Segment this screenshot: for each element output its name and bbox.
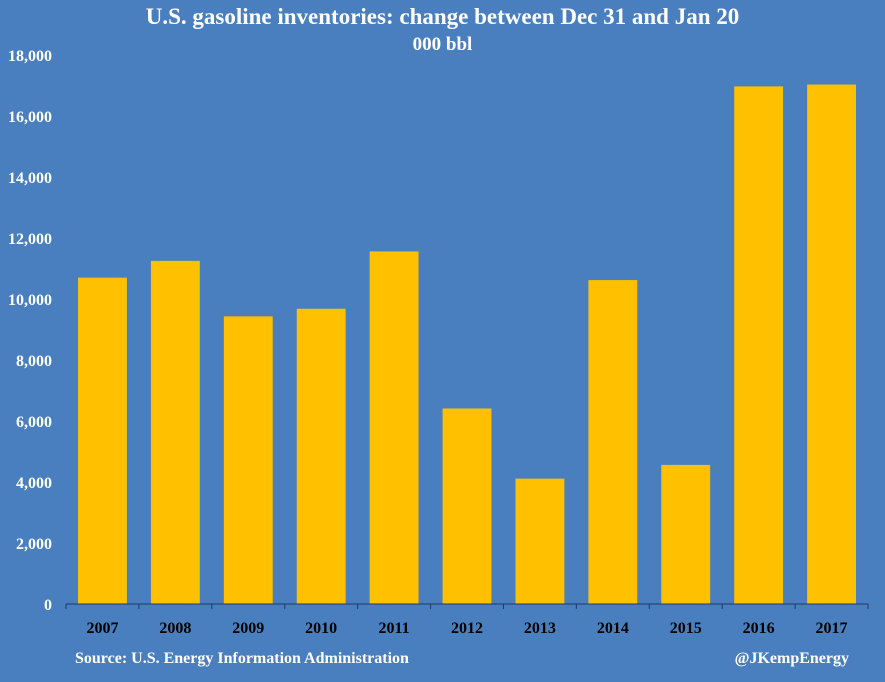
bar-2015 [661, 464, 711, 604]
bar-2009 [223, 316, 273, 604]
x-tick-label: 2014 [597, 620, 629, 637]
x-tick-label: 2008 [159, 620, 191, 637]
y-tick-label: 18,000 [8, 48, 52, 65]
bar-2008 [150, 260, 200, 604]
bar-2011 [369, 251, 419, 605]
y-tick-label: 16,000 [8, 109, 52, 126]
x-tick-label: 2017 [816, 620, 848, 637]
source-note: Source: U.S. Energy Information Administ… [75, 650, 409, 667]
x-tick-label: 2011 [379, 620, 410, 637]
x-tick-label: 2016 [743, 620, 775, 637]
y-tick-label: 10,000 [8, 292, 52, 309]
x-tick-label: 2012 [451, 620, 483, 637]
y-tick-label: 4,000 [16, 475, 52, 492]
bar-2013 [515, 478, 565, 604]
y-tick-label: 8,000 [16, 353, 52, 370]
x-tick-label: 2010 [305, 620, 337, 637]
x-tick-label: 2015 [670, 620, 702, 637]
x-tick-label: 2013 [524, 620, 556, 637]
bar-2012 [442, 408, 492, 604]
bar-2010 [296, 308, 346, 604]
chart-title: U.S. gasoline inventories: change betwee… [145, 4, 740, 29]
bar-2007 [78, 277, 127, 604]
x-tick-label: 2009 [232, 620, 264, 637]
bar-2016 [734, 86, 784, 605]
chart-subtitle: 000 bbl [412, 34, 473, 55]
y-tick-label: 12,000 [8, 231, 52, 248]
credit-note: @JKempEnergy [734, 650, 849, 667]
y-tick-label: 2,000 [16, 536, 52, 553]
y-tick-label: 6,000 [16, 414, 52, 431]
x-tick-label: 2007 [86, 620, 118, 637]
y-tick-label: 14,000 [8, 170, 52, 187]
bar-2014 [588, 280, 638, 604]
bar-2017 [807, 84, 856, 604]
y-tick-label: 0 [44, 597, 52, 614]
